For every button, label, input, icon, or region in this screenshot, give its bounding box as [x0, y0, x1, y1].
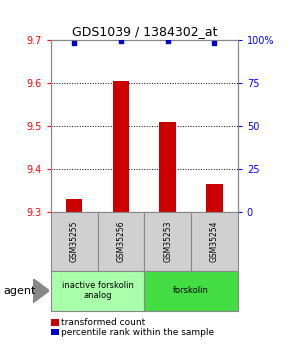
Bar	[160, 122, 176, 212]
Text: inactive forskolin
analog: inactive forskolin analog	[61, 281, 133, 300]
Text: percentile rank within the sample: percentile rank within the sample	[61, 328, 215, 337]
Bar	[51, 212, 97, 271]
Bar	[144, 212, 191, 271]
Bar	[66, 199, 82, 212]
Text: agent: agent	[3, 286, 35, 296]
Bar	[51, 271, 144, 310]
Text: forskolin: forskolin	[173, 286, 209, 295]
Text: transformed count: transformed count	[61, 318, 146, 327]
Bar	[206, 184, 223, 212]
Text: GSM35253: GSM35253	[163, 221, 172, 262]
Bar	[191, 212, 238, 271]
Bar	[144, 271, 238, 310]
Point	[72, 40, 77, 46]
Point	[165, 39, 170, 44]
Text: GSM35255: GSM35255	[70, 221, 79, 262]
Point	[119, 39, 123, 44]
Title: GDS1039 / 1384302_at: GDS1039 / 1384302_at	[72, 26, 217, 39]
Polygon shape	[33, 279, 49, 303]
Bar	[113, 81, 129, 212]
Bar	[97, 212, 144, 271]
Text: GSM35254: GSM35254	[210, 221, 219, 262]
Text: GSM35256: GSM35256	[116, 221, 125, 262]
Point	[212, 40, 217, 46]
